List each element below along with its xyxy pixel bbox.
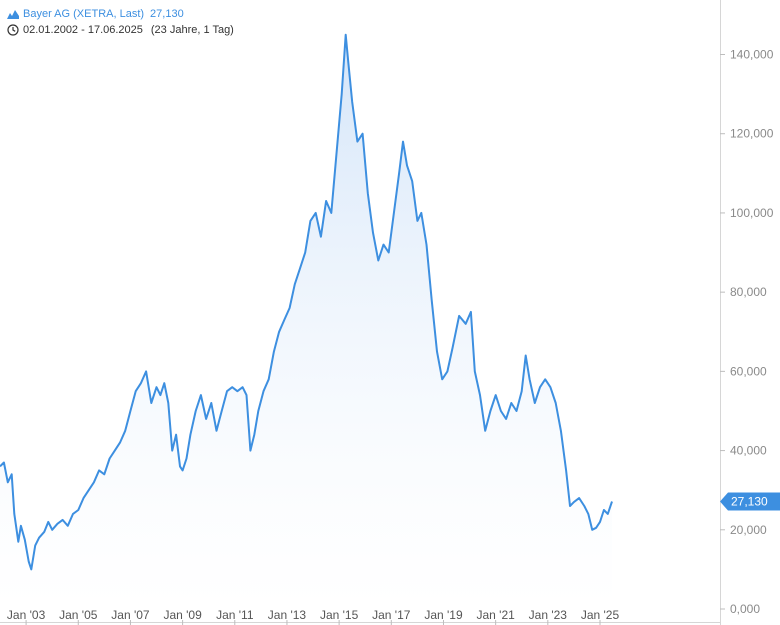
y-tick-label: 100,000 [730, 206, 774, 220]
x-tick-label: Jan '17 [372, 608, 411, 622]
last-value-badge: 27,130 [720, 492, 780, 511]
y-axis: 0,000 20,000 40,000 60,000 80,000 100,000 120,… [720, 48, 774, 616]
legend-series[interactable]: Bayer AG (XETRA, Last) 27,130 [7, 6, 234, 22]
y-tick-label: 140,000 [730, 48, 774, 62]
y-tick-label: 0,000 [730, 602, 760, 616]
mountain-chart-icon [7, 10, 19, 19]
x-tick-label: Jan '19 [424, 608, 463, 622]
last-value-badge-shape [720, 492, 780, 511]
x-tick-label: Jan '23 [529, 608, 568, 622]
series-label: Bayer AG (XETRA, Last) [23, 8, 145, 20]
x-tick-label: Jan '21 [476, 608, 515, 622]
y-tick-label: 20,000 [730, 523, 767, 537]
legend: Bayer AG (XETRA, Last) 27,130 02.01.2002… [7, 6, 234, 38]
x-tick-label: Jan '13 [268, 608, 307, 622]
y-tick-label: 60,000 [730, 364, 767, 378]
legend-range: 02.01.2002 - 17.06.2025 (23 Jahre, 1 Tag… [7, 22, 234, 38]
y-tick-label: 120,000 [730, 127, 774, 141]
x-tick-label: Jan '03 [7, 608, 46, 622]
price-series-line[interactable] [0, 33, 613, 571]
price-area-fill [0, 34, 612, 609]
series-last-value: 27,130 [150, 8, 184, 20]
y-tick-label: 40,000 [730, 444, 767, 458]
clock-icon [7, 24, 19, 36]
x-tick-label: Jan '05 [59, 608, 98, 622]
last-value-label: 27,130 [731, 495, 768, 509]
y-tick-label: 80,000 [730, 285, 767, 299]
x-tick-label: Jan '09 [163, 608, 202, 622]
duration: (23 Jahre, 1 Tag) [150, 24, 234, 36]
x-tick-label: Jan '15 [320, 608, 359, 622]
x-tick-label: Jan '25 [581, 608, 620, 622]
x-axis: Jan '03 Jan '05 Jan '07 Jan '09 Jan '11 Jan '… [7, 608, 620, 625]
x-tick-label: Jan '11 [216, 608, 254, 622]
x-tick-label: Jan '07 [111, 608, 150, 622]
date-range: 02.01.2002 - 17.06.2025 [23, 24, 143, 36]
